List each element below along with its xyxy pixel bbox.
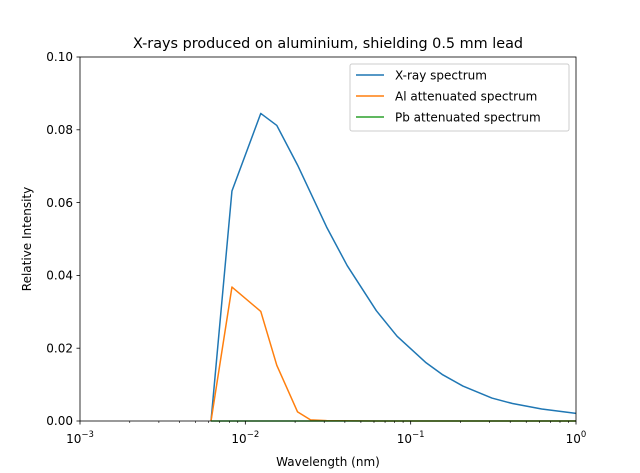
y-tick-label: 0.02: [46, 341, 73, 355]
series-line-1: [210, 112, 577, 422]
y-tick-label: 0.10: [46, 50, 73, 64]
legend-label-2: Al attenuated spectrum: [395, 90, 537, 104]
x-tick-label: 100: [566, 430, 587, 446]
x-tick-label: 10−3: [66, 430, 94, 446]
legend-label-1: X-ray spectrum: [395, 69, 487, 83]
legend: X-ray spectrum Al attenuated spectrum Pb a…: [349, 63, 570, 132]
axes-layer: 0.00 0.02 0.04 0.06 0.08 0.10 10−3 10−2 10−1 100: [46, 50, 586, 446]
y-axis-label: Relative Intensity: [20, 187, 34, 291]
y-tick-label: 0.00: [46, 414, 73, 428]
y-tick-label: 0.06: [46, 196, 73, 210]
legend-label-3: Pb attenuated spectrum: [395, 111, 541, 125]
plot-frame: [79, 56, 577, 422]
x-tick-label: 10−2: [231, 430, 259, 446]
chart-title: X-rays produced on aluminium, shielding …: [133, 36, 523, 52]
x-axis-label: Wavelength (nm): [276, 455, 380, 469]
legend-box: [349, 63, 570, 132]
y-tick-label: 0.08: [46, 123, 73, 137]
y-tick-label: 0.04: [46, 269, 73, 283]
x-tick-label: 10−1: [397, 430, 425, 446]
